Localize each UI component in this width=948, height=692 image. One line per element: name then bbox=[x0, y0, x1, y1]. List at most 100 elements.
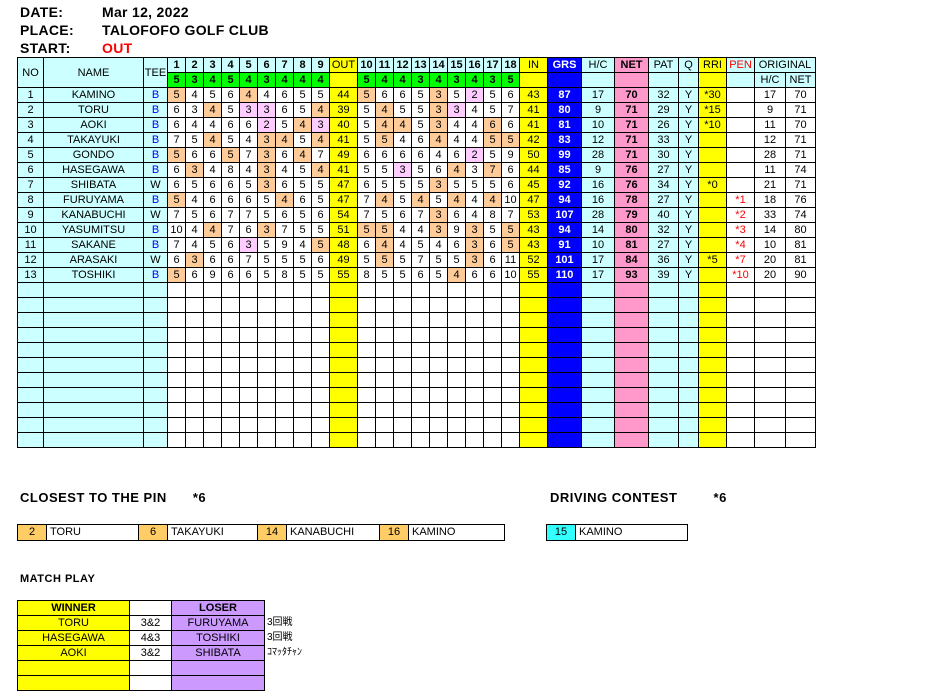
hole-score bbox=[185, 312, 204, 328]
original-hc bbox=[754, 387, 786, 403]
penalty bbox=[726, 432, 755, 448]
player-row: 12 ARASAKI W 6 3 6 6 7 5 5 5 6 49 5 5 5 7 5 5 3 6 11 52 101 17 84… bbox=[17, 252, 816, 268]
hole-score: 6 bbox=[501, 117, 520, 133]
hole-score bbox=[411, 282, 430, 298]
player-name bbox=[43, 402, 144, 418]
hole-score: 5 bbox=[167, 87, 186, 103]
hole-score: 5 bbox=[429, 267, 448, 283]
gross-score: 107 bbox=[547, 207, 582, 223]
hole-score: 4 bbox=[393, 237, 412, 253]
handicap bbox=[581, 372, 615, 388]
hole-score: 3 bbox=[239, 237, 258, 253]
putts bbox=[648, 357, 679, 373]
player-tee bbox=[143, 402, 168, 418]
hole-score bbox=[393, 297, 412, 313]
original-hc: 9 bbox=[754, 102, 786, 118]
empty-row bbox=[17, 282, 816, 298]
start-label: START: bbox=[20, 40, 71, 56]
hole-score: 5 bbox=[257, 192, 276, 208]
hole-score bbox=[185, 327, 204, 343]
hole-score: 5 bbox=[393, 252, 412, 268]
putts: 36 bbox=[648, 252, 679, 268]
hole-score: 6 bbox=[221, 177, 240, 193]
player-no bbox=[17, 327, 44, 343]
hole-score bbox=[203, 357, 222, 373]
col-header-rri: RRI bbox=[698, 57, 727, 73]
hole-score: 4 bbox=[293, 117, 312, 133]
in-total: 53 bbox=[519, 207, 548, 223]
hole-score: 6 bbox=[393, 87, 412, 103]
hole-score: 3 bbox=[185, 252, 204, 268]
in-total: 50 bbox=[519, 147, 548, 163]
par-cell: 4 bbox=[311, 72, 330, 88]
closest-hole: 6 bbox=[139, 525, 168, 540]
original-hc bbox=[754, 282, 786, 298]
hole-score bbox=[501, 342, 520, 358]
player-no: 13 bbox=[17, 267, 44, 283]
hole-score: 4 bbox=[311, 162, 330, 178]
closest-hole: 2 bbox=[18, 525, 47, 540]
hole-score: 6 bbox=[375, 87, 394, 103]
hole-score: 5 bbox=[483, 102, 502, 118]
hole-score bbox=[221, 432, 240, 448]
rri: *5 bbox=[698, 252, 727, 268]
hole-score: 9 bbox=[447, 222, 466, 238]
hole-score: 6 bbox=[501, 177, 520, 193]
header-row: NO NAME TEE 1 2 3 4 5 6 7 8 9 OUT 10 11 12 13 14 15 16 17 18 I… bbox=[17, 57, 816, 88]
out-total bbox=[329, 417, 358, 433]
hole-score bbox=[203, 432, 222, 448]
hole-score bbox=[275, 387, 294, 403]
gross-score bbox=[547, 372, 582, 388]
match-table: WINNER LOSER TORU 3&2 FURUYAMA 3回戦 HASEGAWA 4&3… bbox=[17, 600, 335, 691]
gross-score bbox=[547, 327, 582, 343]
hole-score: 6 bbox=[239, 117, 258, 133]
hole-score bbox=[465, 402, 484, 418]
hole-score bbox=[239, 342, 258, 358]
hole-score: 4 bbox=[203, 132, 222, 148]
penalty: *2 bbox=[726, 207, 755, 223]
hole-score bbox=[311, 402, 330, 418]
hole-score: 6 bbox=[483, 267, 502, 283]
player-tee bbox=[143, 297, 168, 313]
player-no bbox=[17, 432, 44, 448]
hole-score: 4 bbox=[447, 117, 466, 133]
hole-score bbox=[447, 372, 466, 388]
net-score bbox=[614, 327, 649, 343]
hole-score bbox=[483, 402, 502, 418]
hole-score: 5 bbox=[501, 237, 520, 253]
qualified: Y bbox=[678, 87, 699, 103]
match-row: TORU 3&2 FURUYAMA 3回戦 bbox=[17, 615, 335, 631]
out-total bbox=[329, 372, 358, 388]
net-score: 71 bbox=[614, 132, 649, 148]
player-tee bbox=[143, 417, 168, 433]
original-hc bbox=[754, 312, 786, 328]
hole-score bbox=[375, 327, 394, 343]
hole-score: 8 bbox=[275, 267, 294, 283]
original-net: 70 bbox=[785, 87, 816, 103]
hole-score: 5 bbox=[221, 132, 240, 148]
hole-score: 4 bbox=[293, 147, 312, 163]
hole-score bbox=[501, 417, 520, 433]
handicap: 17 bbox=[581, 252, 615, 268]
hole-score: 6 bbox=[203, 177, 222, 193]
original-net bbox=[785, 312, 816, 328]
gross-score bbox=[547, 282, 582, 298]
hole-score bbox=[203, 417, 222, 433]
handicap bbox=[581, 417, 615, 433]
closest-name: KAMINO bbox=[412, 526, 456, 538]
match-row: HASEGAWA 4&3 TOSHIKI 3回戦 bbox=[17, 630, 335, 646]
hole-score bbox=[203, 312, 222, 328]
hole-score bbox=[239, 312, 258, 328]
penalty bbox=[726, 147, 755, 163]
col-header-net: NET bbox=[614, 57, 649, 73]
col-header-hole: 16 bbox=[465, 57, 484, 73]
hole-score bbox=[293, 387, 312, 403]
hole-score: 4 bbox=[311, 102, 330, 118]
empty-row bbox=[17, 402, 816, 418]
hole-score bbox=[429, 327, 448, 343]
hole-score bbox=[501, 357, 520, 373]
hole-score: 7 bbox=[411, 207, 430, 223]
hole-score bbox=[447, 357, 466, 373]
hole-score bbox=[167, 282, 186, 298]
handicap: 16 bbox=[581, 192, 615, 208]
